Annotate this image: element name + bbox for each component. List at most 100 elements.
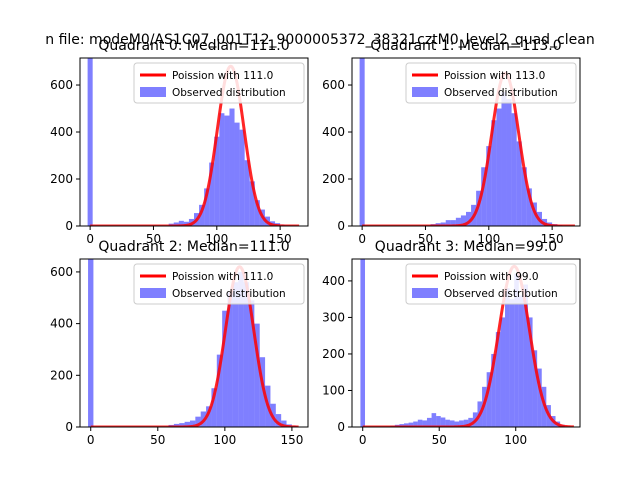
hist-bar [514, 273, 519, 427]
x-tick-label: 50 [150, 433, 165, 447]
hist-bar [463, 419, 469, 427]
hist-bar [222, 310, 228, 427]
x-tick-label: 100 [205, 232, 228, 246]
panel-2: 0 50 100 150 0 200 400 600 Poission with 111.0 Ob… [50, 239, 309, 447]
hist-bar-zero [88, 259, 94, 427]
hist-bar [254, 323, 260, 427]
legend-label-observed: Observed distribution [172, 288, 286, 300]
x-tick-label: 150 [269, 232, 292, 246]
hist-bar [243, 282, 249, 427]
hist-bar [450, 220, 456, 226]
hist-bar [440, 222, 446, 226]
legend-box [133, 263, 305, 305]
hist-bar [468, 417, 473, 427]
hist-bar [537, 368, 542, 427]
hist-bar [227, 292, 233, 427]
x-tick-label: 0 [359, 433, 367, 447]
x-tick-label: 100 [213, 433, 236, 447]
legend-patch-swatch [140, 87, 166, 97]
plot-area [360, 259, 575, 427]
hist-bar [486, 146, 492, 226]
panel-title: Quadrant 2: Median=111.0 [98, 239, 289, 255]
hist-bar [216, 354, 223, 427]
x-tick-label: 50 [432, 433, 447, 447]
legend-patch-swatch [140, 288, 166, 298]
hist-bar [179, 423, 185, 427]
x-tick-label: 100 [504, 433, 527, 447]
hist-bar [281, 420, 287, 427]
axes-frame [351, 57, 581, 227]
hist-bar [173, 423, 180, 427]
hist-bar [214, 136, 220, 226]
hist-bar [486, 372, 492, 427]
y-tick-label: 0 [65, 420, 73, 434]
hist-bar [466, 211, 472, 226]
hist-bar-zero [359, 58, 365, 226]
hist-bar [509, 299, 515, 427]
hist-bar [500, 317, 506, 427]
hist-bar [173, 222, 179, 226]
hist-bar [445, 220, 451, 226]
hist-bar [501, 92, 507, 226]
y-tick-label: 200 [322, 347, 345, 361]
hist-bar-zero [360, 259, 366, 427]
hist-bar [422, 420, 427, 427]
panel-title: Quadrant 3: Median=99.0 [375, 239, 557, 255]
hist-bar [521, 167, 527, 226]
hist-bar [204, 188, 210, 226]
hist-bar [244, 160, 250, 226]
panel-title: Quadrant 0: Median=111.0 [98, 38, 289, 54]
hist-bar [184, 421, 190, 427]
hist-bar [495, 332, 501, 427]
hist-bar-zero [87, 58, 93, 226]
hist-bar [195, 416, 201, 427]
hist-bar [259, 357, 266, 427]
plot-area [359, 58, 576, 226]
hist-bar [426, 417, 432, 427]
axes-frame [351, 258, 581, 428]
x-tick-label: 150 [541, 232, 564, 246]
hist-bar [254, 200, 260, 226]
y-tick-label: 0 [65, 219, 73, 233]
hist-bar [417, 419, 423, 427]
hist-bar [431, 413, 437, 427]
hist-bar [219, 113, 225, 226]
figure-suptitle: n file: modeM0/AS1C07_001T12_9000005372_… [45, 32, 594, 48]
legend-box [405, 62, 577, 104]
hist-bar [527, 317, 533, 427]
legend-label-poisson: Poission with 111.0 [172, 271, 273, 283]
y-tick-label: 200 [50, 172, 73, 186]
poisson-curve [361, 264, 575, 427]
hist-bar [459, 420, 464, 427]
hist-bar [211, 388, 217, 427]
y-tick-label: 200 [50, 368, 73, 382]
hist-bar [455, 217, 461, 226]
poisson-curve [361, 71, 576, 226]
hist-bar [518, 295, 524, 427]
hist-bar [481, 167, 487, 226]
y-tick-label: 400 [50, 125, 73, 139]
hist-bar [234, 122, 240, 226]
hist-bar [496, 108, 502, 226]
hist-bar [454, 421, 460, 427]
hist-bar [206, 406, 212, 427]
plot-area [87, 58, 300, 226]
legend-label-observed: Observed distribution [444, 87, 558, 99]
hist-bar [523, 284, 528, 427]
panel-0: 0 50 100 150 0 200 400 600 Poission with 111.0 Ob… [50, 38, 309, 246]
hist-bar [238, 271, 244, 427]
hist-bar [239, 129, 245, 226]
poisson-curve [89, 64, 300, 226]
x-tick-label: 150 [280, 433, 303, 447]
y-tick-label: 600 [50, 265, 73, 279]
y-tick-label: 400 [322, 125, 345, 139]
hist-bar [460, 215, 466, 226]
hist-bar [511, 113, 517, 226]
hist-bar [449, 420, 455, 427]
hist-bar [505, 288, 510, 427]
hist-bar [404, 423, 409, 427]
x-tick-label: 100 [477, 232, 500, 246]
hist-bar [209, 162, 215, 226]
panel-1: 0 50 100 150 0 200 400 600 Poission with 113.0 Ob… [322, 38, 581, 246]
